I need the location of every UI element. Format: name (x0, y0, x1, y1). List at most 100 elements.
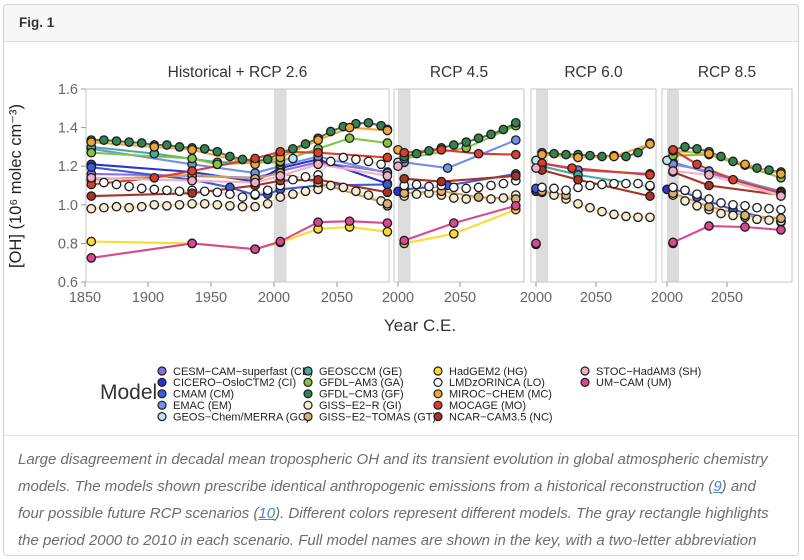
legend-swatch-GE (303, 366, 313, 376)
legend-label-GA: GFDL−AM3 (GA) (319, 377, 404, 389)
data-point-NC (704, 180, 714, 191)
data-point-UM (668, 237, 678, 248)
series-markers-MC (86, 122, 393, 170)
data-point-UM (344, 216, 355, 227)
data-point-GF (752, 163, 762, 173)
data-point-SH (776, 191, 786, 201)
data-point-LO (338, 152, 349, 163)
series-markers-UM (531, 238, 541, 249)
data-point-MO (728, 174, 738, 185)
data-point-LO (585, 180, 595, 191)
data-point-LO (136, 183, 147, 194)
data-point-LO (199, 186, 210, 197)
legend-label-UM: UM−CAM (UM) (596, 377, 671, 389)
data-point-GF (288, 143, 298, 154)
caption-reference-link[interactable]: 10 (258, 505, 276, 522)
series-line-GT (672, 192, 782, 220)
data-point-MO (567, 163, 577, 173)
data-point-LO (162, 185, 172, 196)
data-point-UM (531, 238, 541, 249)
data-point-LO (149, 184, 160, 195)
data-point-SH (86, 172, 97, 183)
legend-label-CE: CESM−CAM−superfast (CE) (173, 366, 313, 378)
series-markers-UM (86, 216, 393, 263)
data-point-SH (393, 161, 403, 172)
legend-item-CI: CICERO−OsloCTM2 (CI) (157, 377, 296, 389)
data-point-MO (250, 153, 260, 164)
legend-swatch-MC (433, 389, 443, 399)
legend-item-CM: CMAM (CM) (157, 389, 234, 401)
legend-label-MC: MIROC−CHEM (MC) (449, 389, 552, 401)
legend-swatch-GI (303, 400, 313, 410)
data-point-MO (473, 148, 484, 159)
data-point-GF (728, 156, 738, 167)
data-point-GF (162, 140, 172, 150)
data-point-GI (645, 212, 655, 223)
legend-swatch-CE (157, 366, 167, 376)
data-point-GI (162, 200, 172, 211)
data-point-NC (436, 176, 447, 187)
data-point-HG (382, 226, 393, 237)
data-point-GA (344, 133, 355, 144)
legend-swatch-LO (433, 377, 443, 387)
data-point-LO (124, 181, 134, 192)
data-point-GI (325, 180, 336, 191)
data-point-GF (692, 143, 702, 154)
data-point-NC (399, 173, 410, 184)
data-point-LO (776, 204, 786, 215)
figure-caption: Large disagreement in decadal mean tropo… (4, 435, 798, 555)
data-point-EM (442, 163, 453, 173)
data-point-GF (225, 151, 235, 162)
data-point-LO (486, 180, 496, 191)
data-point-LO (461, 183, 472, 194)
data-point-UM (86, 253, 97, 263)
data-point-GT (740, 210, 750, 221)
data-point-GI (752, 214, 762, 225)
legend-label-CM: CMAM (CM) (173, 389, 234, 401)
legend-swatch-GC (157, 412, 167, 422)
data-point-GF (473, 133, 484, 144)
y-tick-label: 1.4 (58, 121, 78, 137)
data-point-LO (288, 174, 298, 185)
series-markers-GI (399, 188, 521, 204)
data-point-SH (187, 175, 197, 186)
legend-item-GI: GISS−E2−R (GI) (303, 400, 402, 412)
caption-text: Large disagreement in decadal mean tropo… (18, 451, 768, 495)
data-point-MO (399, 147, 410, 158)
caption-reference-link[interactable]: 9 (713, 478, 722, 495)
data-point-LO (633, 178, 643, 189)
legend-label-GI: GISS−E2−R (GI) (319, 400, 402, 412)
data-point-LO (692, 189, 702, 200)
series-markers-NC (537, 165, 655, 201)
series-line-LO (672, 186, 782, 211)
data-point-MC (704, 148, 714, 159)
data-point-GI (212, 199, 223, 210)
series-markers-NC (399, 171, 521, 187)
data-point-GC (288, 153, 298, 164)
data-point-MO (313, 147, 323, 158)
data-point-GF (424, 145, 434, 156)
legend-item-GF: GFDL−CM3 (GF) (303, 389, 404, 401)
series-line-NC (404, 174, 516, 183)
data-point-GI (300, 186, 311, 197)
series-line-GT (404, 190, 516, 201)
data-point-LO (225, 189, 235, 200)
data-point-LO (549, 183, 559, 194)
legend-swatch-SH (580, 366, 590, 376)
data-point-SH (250, 177, 260, 188)
series-line-UM (672, 224, 782, 244)
data-point-GF (585, 150, 595, 161)
data-point-GI (275, 192, 286, 202)
figure-header: Fig. 1 (4, 5, 798, 42)
legend-swatch-EM (157, 400, 167, 410)
y-axis-label: [OH] (10⁶ molec cm⁻³) (7, 104, 25, 268)
data-point-GF (510, 117, 521, 128)
data-point-UM (776, 225, 786, 235)
data-point-UM (740, 222, 750, 232)
legend-label-GF: GFDL−CM3 (GF) (319, 389, 404, 401)
data-point-GF (448, 140, 459, 150)
data-point-GF (633, 147, 643, 158)
data-point-GI (680, 196, 690, 206)
series-markers-UM (668, 221, 786, 248)
